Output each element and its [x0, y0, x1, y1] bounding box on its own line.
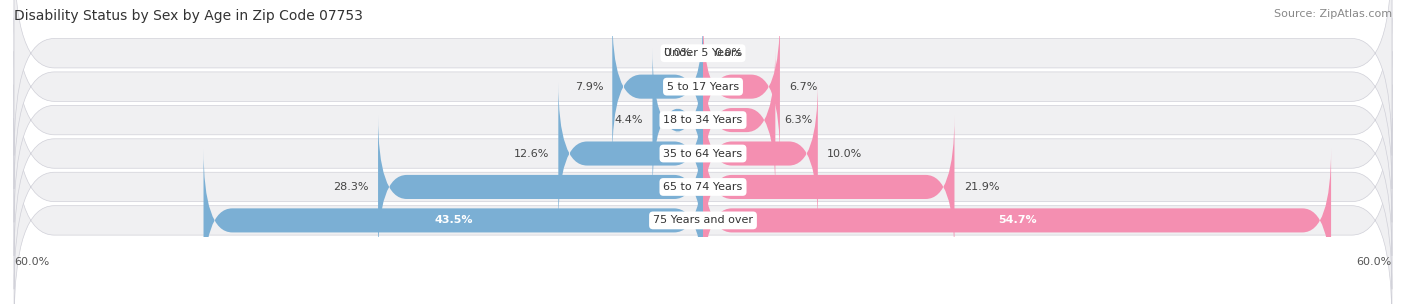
Text: 7.9%: 7.9% — [575, 82, 603, 92]
Text: 6.3%: 6.3% — [785, 115, 813, 125]
Text: 5 to 17 Years: 5 to 17 Years — [666, 82, 740, 92]
FancyBboxPatch shape — [204, 149, 703, 292]
FancyBboxPatch shape — [378, 116, 703, 258]
Text: 10.0%: 10.0% — [827, 149, 862, 158]
FancyBboxPatch shape — [14, 51, 1392, 256]
Text: 54.7%: 54.7% — [998, 216, 1036, 225]
Text: 35 to 64 Years: 35 to 64 Years — [664, 149, 742, 158]
FancyBboxPatch shape — [703, 49, 775, 192]
FancyBboxPatch shape — [703, 15, 780, 158]
Text: 4.4%: 4.4% — [614, 115, 644, 125]
FancyBboxPatch shape — [703, 116, 955, 258]
Text: 28.3%: 28.3% — [333, 182, 368, 192]
Text: 60.0%: 60.0% — [1357, 257, 1392, 267]
FancyBboxPatch shape — [703, 149, 1331, 292]
Text: Disability Status by Sex by Age in Zip Code 07753: Disability Status by Sex by Age in Zip C… — [14, 9, 363, 23]
Text: 60.0%: 60.0% — [14, 257, 49, 267]
Text: 43.5%: 43.5% — [434, 216, 472, 225]
Text: 6.7%: 6.7% — [789, 82, 817, 92]
FancyBboxPatch shape — [558, 82, 703, 225]
FancyBboxPatch shape — [14, 0, 1392, 189]
Text: 21.9%: 21.9% — [963, 182, 1000, 192]
Text: 75 Years and over: 75 Years and over — [652, 216, 754, 225]
Text: Source: ZipAtlas.com: Source: ZipAtlas.com — [1274, 9, 1392, 19]
FancyBboxPatch shape — [612, 15, 703, 158]
FancyBboxPatch shape — [652, 49, 703, 192]
FancyBboxPatch shape — [14, 118, 1392, 304]
FancyBboxPatch shape — [14, 0, 1392, 156]
Text: 65 to 74 Years: 65 to 74 Years — [664, 182, 742, 192]
Text: 12.6%: 12.6% — [513, 149, 550, 158]
Text: Under 5 Years: Under 5 Years — [665, 48, 741, 58]
FancyBboxPatch shape — [703, 82, 818, 225]
Text: 0.0%: 0.0% — [714, 48, 742, 58]
Text: 0.0%: 0.0% — [664, 48, 692, 58]
FancyBboxPatch shape — [14, 85, 1392, 289]
FancyBboxPatch shape — [14, 18, 1392, 223]
Text: 18 to 34 Years: 18 to 34 Years — [664, 115, 742, 125]
